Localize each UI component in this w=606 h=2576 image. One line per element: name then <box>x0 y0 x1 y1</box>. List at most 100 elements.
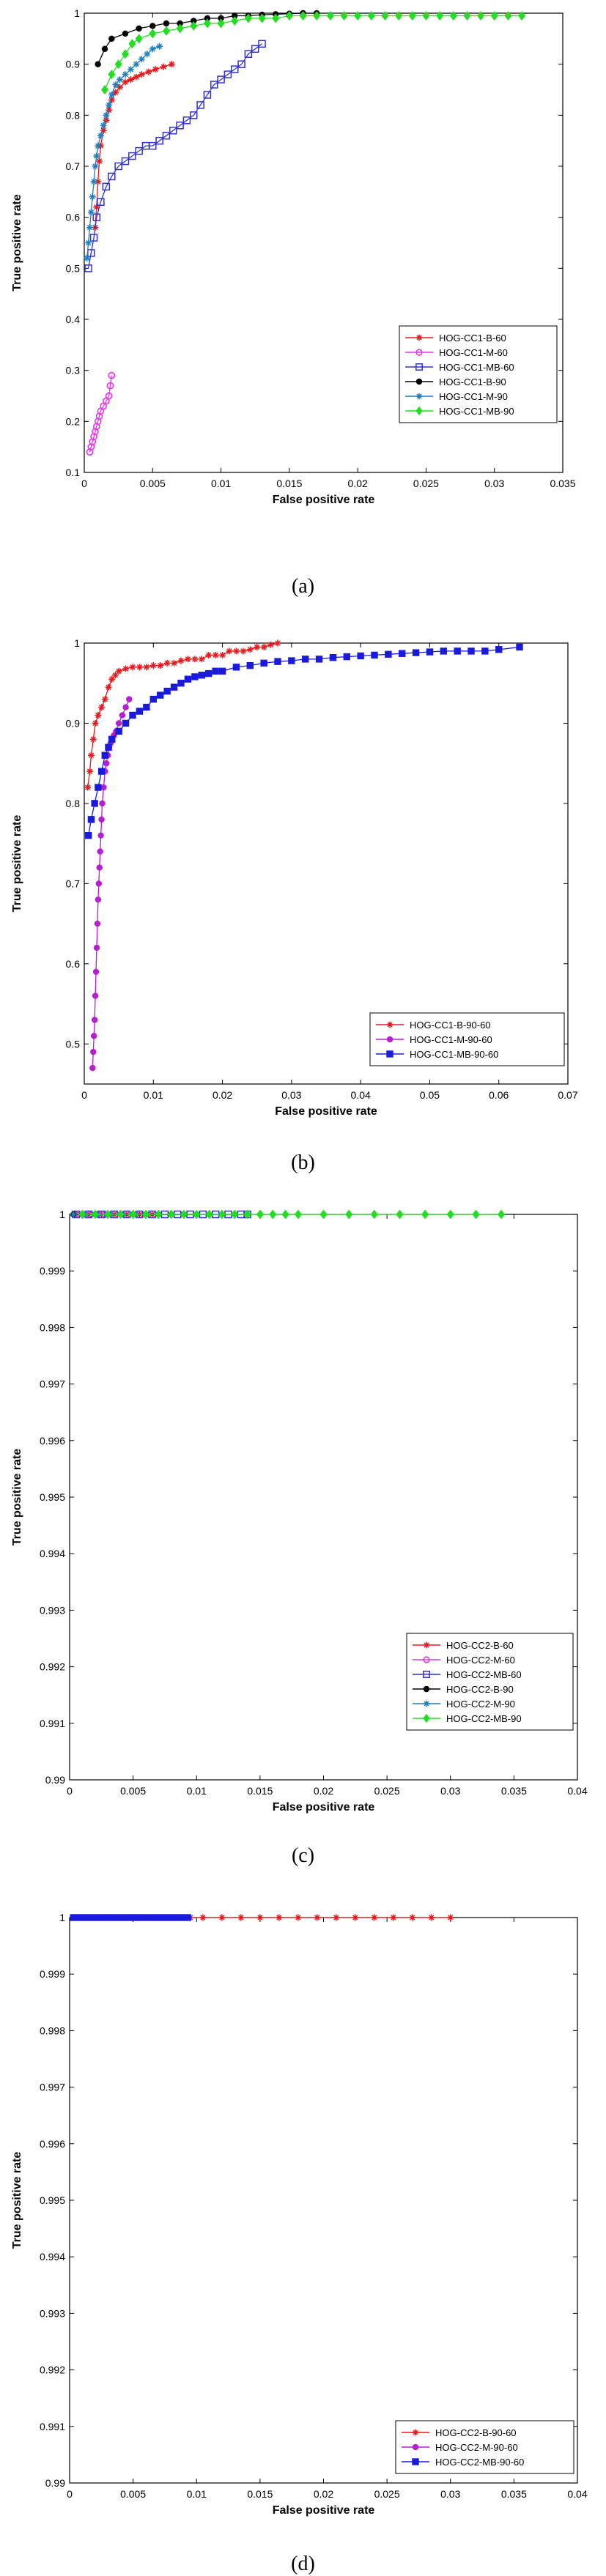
legend-label: HOG-CC1-MB-90 <box>439 406 514 417</box>
y-tick-label: 0.998 <box>40 1321 65 1333</box>
y-tick-label: 0.999 <box>40 1265 65 1277</box>
legend-swatch-marker <box>423 1656 430 1663</box>
data-point <box>191 656 199 663</box>
data-point <box>96 864 103 871</box>
data-point <box>87 209 95 216</box>
data-point <box>390 1914 397 1921</box>
x-tick-label: 0.015 <box>276 478 302 489</box>
x-tick-label: 0.035 <box>550 478 575 489</box>
legend-label: HOG-CC2-B-60 <box>446 1640 514 1651</box>
legend-label: HOG-CC2-B-90 <box>446 1684 514 1695</box>
series-HOG-CC1-B-90-60 <box>84 639 281 791</box>
x-tick-label: 0.005 <box>140 478 166 489</box>
data-point <box>190 21 198 31</box>
data-point <box>371 651 378 659</box>
data-point <box>144 51 151 58</box>
data-point <box>146 1914 153 1921</box>
data-point <box>108 172 116 181</box>
data-point <box>100 784 107 791</box>
data-point <box>481 647 489 655</box>
legend-swatch-marker <box>415 378 423 385</box>
data-point <box>205 651 213 658</box>
data-point <box>218 1914 226 1921</box>
data-point <box>240 647 247 655</box>
y-tick-label: 0.995 <box>40 2194 65 2206</box>
data-point <box>87 751 95 759</box>
data-point <box>135 146 143 155</box>
data-point <box>128 152 136 160</box>
y-tick-label: 0.999 <box>40 1968 65 1980</box>
data-point <box>176 23 184 34</box>
data-point <box>91 1017 98 1023</box>
data-point <box>162 26 170 36</box>
y-tick-label: 0.997 <box>40 2082 65 2093</box>
y-tick-label: 0.7 <box>66 877 81 889</box>
series-HOG-CC1-MB-90 <box>100 10 526 95</box>
data-point <box>237 60 245 68</box>
data-point <box>155 1209 163 1220</box>
data-point <box>133 61 140 68</box>
data-point <box>117 83 124 91</box>
data-point <box>85 240 92 246</box>
data-point <box>256 1914 264 1921</box>
data-point <box>115 720 122 727</box>
data-point <box>95 880 103 887</box>
y-tick-label: 0.99 <box>45 2477 65 2489</box>
y-tick-label: 0.9 <box>66 59 81 70</box>
data-point <box>294 1209 302 1220</box>
data-point <box>177 1914 185 1921</box>
data-point <box>468 647 475 655</box>
data-point <box>399 650 406 657</box>
data-point <box>114 1914 122 1921</box>
data-point <box>103 1209 111 1220</box>
data-point <box>408 10 416 21</box>
data-point <box>260 659 267 667</box>
x-tick-label: 0.005 <box>120 2488 146 2500</box>
data-point <box>101 1914 109 1921</box>
data-point <box>136 664 143 671</box>
data-point <box>94 920 101 927</box>
legend-swatch-marker <box>415 393 423 400</box>
data-point <box>218 667 226 675</box>
data-point <box>97 848 103 855</box>
legend-label: HOG-CC1-B-60 <box>439 333 506 344</box>
data-point <box>101 751 108 759</box>
y-tick-label: 0.9 <box>66 717 81 729</box>
data-point <box>136 708 144 715</box>
x-tick-label: 0.035 <box>501 1785 527 1797</box>
data-point <box>352 1914 359 1921</box>
data-point <box>163 687 171 695</box>
data-point <box>315 656 323 663</box>
data-point <box>122 78 129 86</box>
data-point <box>231 1209 239 1220</box>
data-point <box>319 1209 328 1220</box>
data-point <box>99 800 106 807</box>
legend-label: HOG-CC1-M-90-60 <box>410 1034 492 1045</box>
data-point <box>87 816 95 823</box>
data-point <box>237 1914 245 1921</box>
y-tick-label: 0.3 <box>66 365 81 376</box>
data-point <box>274 658 281 665</box>
legend-swatch-marker <box>415 334 423 341</box>
x-tick-label: 0.07 <box>558 1089 577 1101</box>
x-tick-label: 0.05 <box>420 1089 440 1101</box>
chart-panel-0: 0 0.005 0.01 0.015 0.02 0.025 0.03 0.035 0.1 0.2 0… <box>0 0 606 564</box>
data-point <box>92 968 100 976</box>
data-point <box>138 56 145 63</box>
data-point <box>158 1914 166 1921</box>
y-tick-label: 0.994 <box>40 1548 65 1559</box>
x-tick-label: 0.03 <box>440 2488 460 2500</box>
data-point <box>231 15 239 26</box>
data-point <box>114 162 122 171</box>
x-tick-label: 0.03 <box>281 1089 301 1101</box>
data-point <box>370 1209 378 1220</box>
legend-label: HOG-CC2-MB-60 <box>446 1669 522 1680</box>
plot-area <box>84 642 569 1085</box>
y-tick-label: 0.992 <box>40 1661 65 1673</box>
legend: HOG-CC2-B-90-60 HOG-CC2-M-90-60 HOG-CC2-MB… <box>395 2420 574 2474</box>
data-point <box>193 1209 201 1220</box>
series-HOG-CC1-M-60 <box>86 371 116 456</box>
x-tick-label: 0.005 <box>120 1785 146 1797</box>
legend-label: HOG-CC1-M-60 <box>439 347 508 358</box>
x-tick-label: 0.01 <box>187 2488 207 2500</box>
